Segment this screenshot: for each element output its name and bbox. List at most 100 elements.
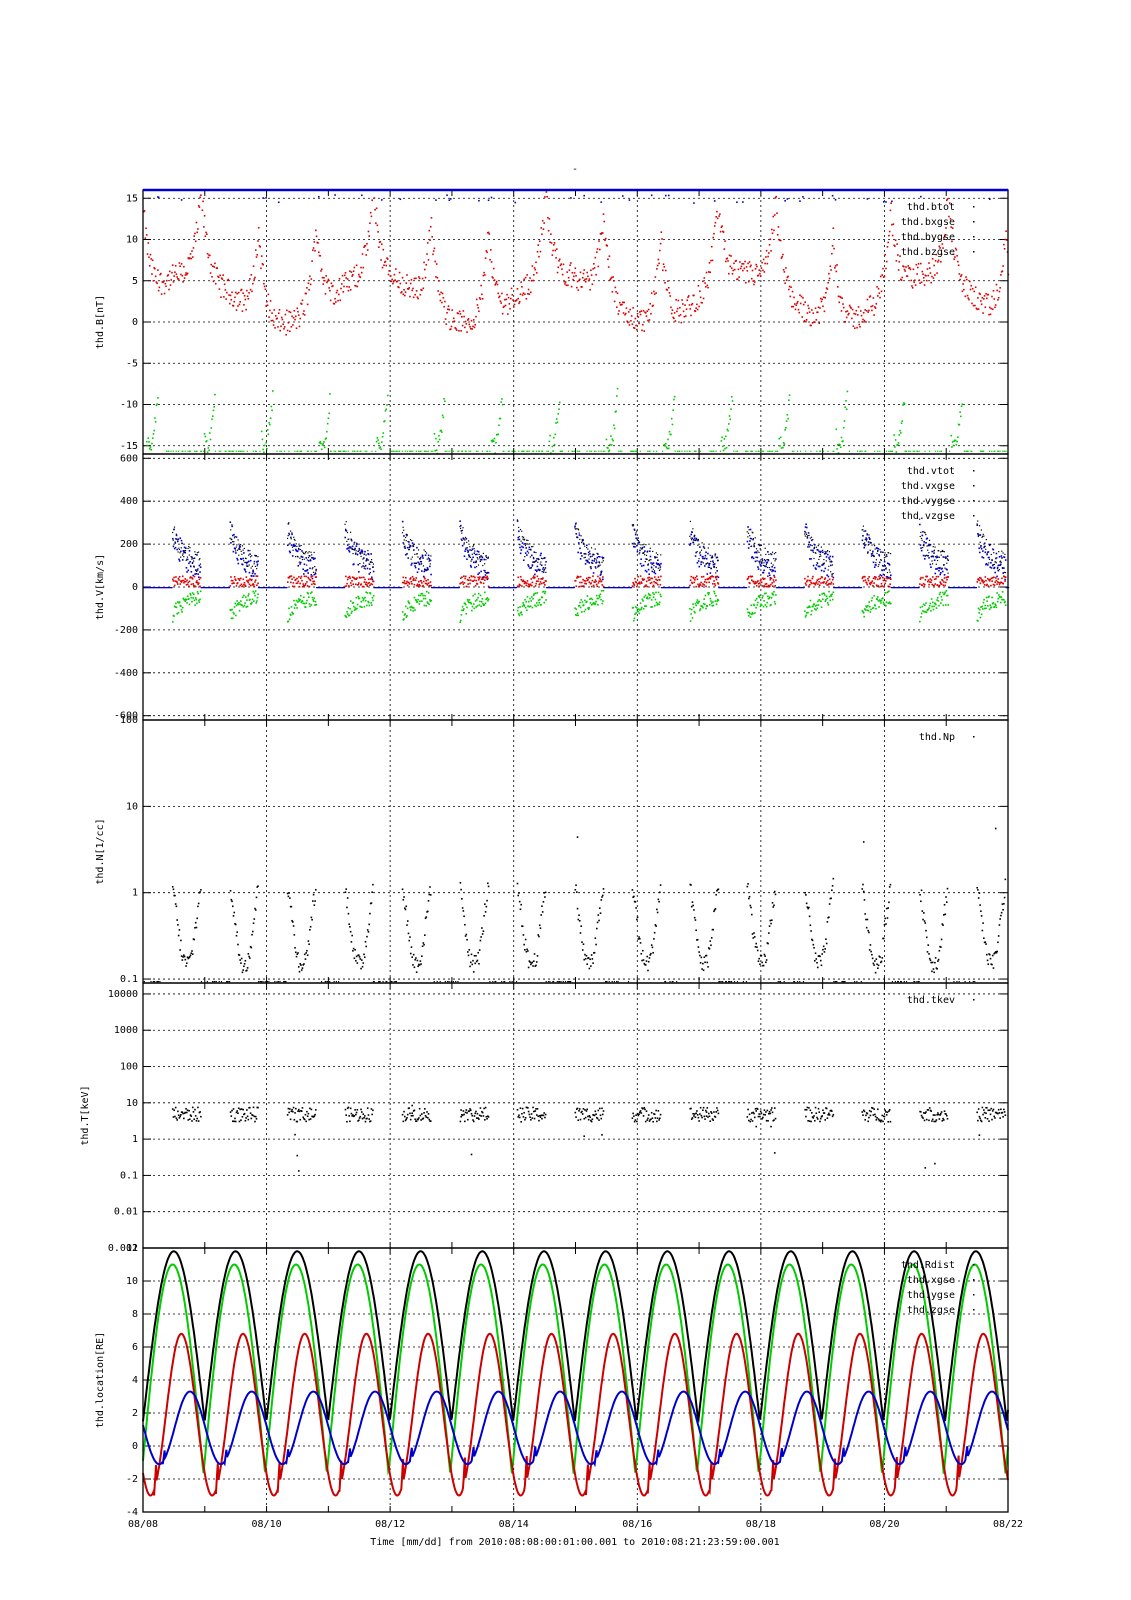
data-point — [192, 574, 195, 577]
data-point — [290, 581, 292, 584]
data-point — [850, 587, 852, 589]
data-point — [212, 280, 215, 283]
data-point — [758, 585, 760, 588]
data-point — [421, 582, 423, 584]
data-point — [755, 582, 757, 584]
data-point — [535, 261, 537, 264]
data-point — [591, 555, 593, 557]
data-point — [147, 587, 150, 589]
data-point — [605, 438, 608, 441]
data-point — [856, 587, 858, 589]
data-point — [307, 282, 310, 285]
data-point — [425, 569, 428, 571]
data-point — [360, 194, 363, 197]
data-point — [809, 599, 812, 602]
data-point — [674, 450, 676, 452]
data-point — [379, 446, 382, 448]
data-point — [482, 582, 485, 585]
data-point — [801, 587, 803, 589]
data-point — [977, 297, 979, 299]
data-point — [632, 581, 634, 584]
data-point — [572, 278, 574, 281]
data-point — [647, 568, 650, 571]
data-point — [980, 300, 982, 302]
data-point — [693, 535, 696, 538]
data-point — [495, 280, 498, 283]
data-point — [584, 545, 586, 547]
data-point — [909, 450, 911, 452]
data-point — [244, 557, 247, 559]
data-point — [438, 587, 440, 589]
data-point — [231, 608, 233, 611]
data-point — [360, 266, 362, 269]
data-point — [430, 584, 432, 587]
data-point — [411, 556, 413, 558]
data-point — [582, 542, 585, 544]
data-point — [705, 563, 708, 565]
data-point — [761, 558, 764, 560]
data-point — [646, 310, 649, 312]
data-point — [513, 587, 515, 589]
data-point — [210, 263, 213, 266]
data-point — [905, 450, 907, 452]
data-point — [695, 601, 698, 603]
data-point — [642, 564, 645, 567]
data-point — [831, 578, 834, 581]
data-point — [602, 560, 604, 562]
data-point — [374, 587, 376, 589]
data-point — [295, 327, 298, 330]
data-point — [782, 442, 785, 444]
data-point — [750, 537, 752, 540]
data-point — [239, 548, 241, 550]
data-point — [828, 578, 831, 581]
data-point — [203, 433, 206, 435]
data-point — [200, 450, 203, 452]
data-point — [424, 450, 426, 452]
data-point — [239, 301, 241, 303]
data-point — [842, 303, 844, 305]
data-point — [573, 275, 575, 278]
data-point — [752, 580, 755, 583]
data-point — [639, 547, 641, 549]
data-point — [222, 274, 224, 276]
data-point — [634, 450, 636, 452]
data-point — [730, 408, 732, 410]
data-point — [865, 582, 868, 584]
data-point — [336, 289, 339, 292]
data-point — [815, 582, 817, 584]
data-point — [937, 261, 939, 263]
data-point — [233, 533, 235, 536]
data-point — [272, 587, 274, 589]
data-point — [581, 276, 584, 279]
data-point — [805, 526, 808, 529]
data-point — [497, 433, 500, 436]
data-point — [639, 562, 642, 565]
data-point — [256, 563, 259, 566]
data-point — [889, 602, 892, 605]
data-point — [772, 564, 774, 566]
data-point — [716, 210, 718, 213]
data-point — [467, 583, 469, 585]
data-point — [230, 609, 232, 612]
data-point — [459, 524, 462, 527]
data-point — [727, 272, 730, 275]
data-point — [490, 439, 493, 442]
data-point — [733, 587, 735, 589]
data-point — [424, 582, 427, 585]
data-point — [599, 564, 601, 566]
data-point — [709, 450, 711, 452]
data-point — [206, 587, 208, 589]
data-point — [813, 582, 816, 585]
data-point — [650, 194, 653, 197]
data-point — [157, 289, 160, 292]
data-point — [350, 271, 353, 273]
data-point — [265, 587, 267, 589]
data-point — [585, 278, 588, 280]
data-point — [388, 587, 390, 589]
data-point — [189, 594, 192, 596]
data-point — [674, 320, 677, 322]
data-point — [695, 539, 698, 541]
data-point — [639, 609, 641, 611]
data-point — [694, 539, 696, 542]
data-point — [845, 587, 847, 589]
